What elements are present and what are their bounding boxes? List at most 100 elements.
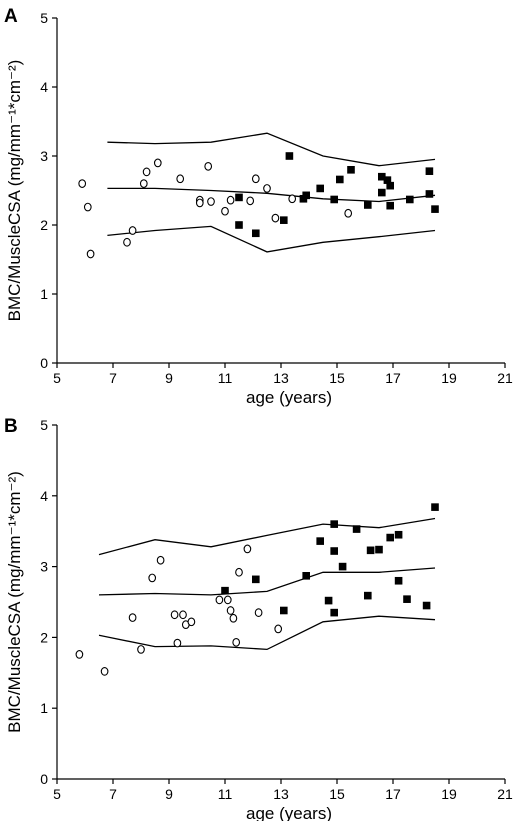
data-point-filled-square xyxy=(302,191,310,200)
y-tick-label: 1 xyxy=(40,286,48,302)
y-tick-label: 3 xyxy=(40,559,48,575)
data-point-open-circle xyxy=(156,555,165,565)
y-tick-label: 5 xyxy=(40,10,48,26)
data-point-open-circle xyxy=(83,202,92,212)
data-point-filled-square xyxy=(280,216,288,224)
data-point-filled-square xyxy=(378,172,386,181)
x-tick-label: 9 xyxy=(165,786,173,802)
data-point-filled-square xyxy=(330,547,338,555)
data-point-filled-square xyxy=(394,530,403,539)
data-point-filled-square xyxy=(324,596,333,605)
data-point-filled-square xyxy=(364,591,372,600)
chart-panel-A: A 0 1 2 3 4 5 5 7 9 11 13 15 17 19 21 age (years) BMC/Mus… xyxy=(4,6,513,407)
data-point-open-circle xyxy=(86,249,95,259)
data-point-open-circle xyxy=(207,197,215,206)
data-point-open-circle xyxy=(139,179,148,188)
data-point-open-circle xyxy=(123,237,131,247)
data-point-open-circle xyxy=(271,213,280,223)
data-point-filled-square xyxy=(431,503,439,511)
data-point-open-circle xyxy=(243,544,252,554)
data-point-open-circle xyxy=(223,595,232,605)
data-point-open-circle xyxy=(235,567,243,577)
x-tick-label: 11 xyxy=(218,786,233,802)
data-point-filled-square xyxy=(316,184,324,193)
data-point-filled-square xyxy=(221,586,229,595)
data-point-filled-square xyxy=(383,176,392,184)
data-point-filled-square xyxy=(330,608,338,617)
data-point-open-circle xyxy=(148,573,157,583)
y-tick-label: 4 xyxy=(40,79,48,95)
y-tick-label: 0 xyxy=(40,771,48,787)
data-point-open-circle xyxy=(288,194,297,204)
x-tick-label: 11 xyxy=(218,370,233,386)
y-tick-label: 1 xyxy=(40,700,48,716)
data-point-open-circle xyxy=(195,198,204,208)
data-point-filled-square xyxy=(386,181,394,190)
data-point-filled-square xyxy=(431,205,439,213)
reference-curve xyxy=(98,517,436,556)
reference-curve xyxy=(98,567,436,596)
x-tick-label: 5 xyxy=(53,370,61,386)
data-point-filled-square xyxy=(366,546,375,555)
data-point-open-circle xyxy=(204,162,213,171)
y-axis-title: BMC/MuscleCSA (mg/mm⁻¹*cm⁻²) xyxy=(5,60,24,322)
reference-curve xyxy=(107,225,436,253)
y-tick-label: 3 xyxy=(40,148,48,164)
x-tick-label: 21 xyxy=(497,786,513,802)
data-point-filled-square xyxy=(252,575,260,584)
x-axis-title: age (years) xyxy=(246,804,332,821)
x-tick-label: 9 xyxy=(165,370,173,386)
panel-label: B xyxy=(4,416,18,437)
data-point-filled-square xyxy=(338,562,347,571)
data-point-open-circle xyxy=(344,208,353,218)
data-point-open-circle xyxy=(254,608,263,617)
data-point-filled-square xyxy=(422,601,431,610)
data-point-open-circle xyxy=(226,606,235,615)
y-tick-label: 2 xyxy=(40,629,48,645)
chart-panel-B: B 0 1 2 3 4 5 5 7 9 11 13 15 17 19 21 age (years) BMC/Mus… xyxy=(4,416,513,821)
data-point-open-circle xyxy=(251,174,260,184)
data-point-open-circle xyxy=(100,667,109,676)
y-tick-label: 2 xyxy=(40,217,48,233)
x-tick-label: 15 xyxy=(329,370,345,386)
data-point-open-circle xyxy=(179,610,187,620)
data-point-open-circle xyxy=(226,195,235,205)
data-point-open-circle xyxy=(229,613,238,623)
reference-curve xyxy=(107,187,436,203)
data-point-filled-square xyxy=(378,188,386,197)
data-point-open-circle xyxy=(246,196,255,206)
data-point-filled-square xyxy=(425,167,434,175)
panel-label: A xyxy=(4,6,18,27)
data-point-open-circle xyxy=(75,650,84,659)
data-point-open-circle xyxy=(187,617,196,627)
data-point-open-circle xyxy=(274,624,283,634)
y-axis-title: BMC/MuscleCSA (mg/mm⁻¹*cm⁻²) xyxy=(5,471,24,733)
data-point-open-circle xyxy=(173,638,182,648)
data-point-filled-square xyxy=(280,606,288,615)
data-point-open-circle xyxy=(128,613,137,622)
x-tick-label: 7 xyxy=(109,370,117,386)
data-point-filled-square xyxy=(364,201,372,209)
data-point-open-circle xyxy=(153,158,162,168)
y-tick-label: 4 xyxy=(40,488,48,504)
data-point-filled-square xyxy=(347,166,355,174)
data-point-open-circle xyxy=(232,638,241,647)
x-tick-label: 13 xyxy=(273,370,289,386)
data-point-open-circle xyxy=(78,179,87,188)
data-point-open-circle xyxy=(170,610,179,620)
x-tick-label: 19 xyxy=(441,786,457,802)
x-tick-label: 17 xyxy=(385,786,401,802)
data-point-filled-square xyxy=(235,193,243,202)
data-point-filled-square xyxy=(386,201,394,210)
x-tick-label: 19 xyxy=(441,370,457,386)
data-point-filled-square xyxy=(252,229,260,238)
data-point-filled-square xyxy=(302,572,310,580)
data-point-filled-square xyxy=(336,175,344,184)
y-tick-label: 0 xyxy=(40,355,48,371)
data-point-filled-square xyxy=(330,195,338,204)
data-point-filled-square xyxy=(352,525,361,533)
x-tick-label: 5 xyxy=(53,786,61,802)
data-point-filled-square xyxy=(406,195,414,204)
data-point-filled-square xyxy=(316,537,324,545)
